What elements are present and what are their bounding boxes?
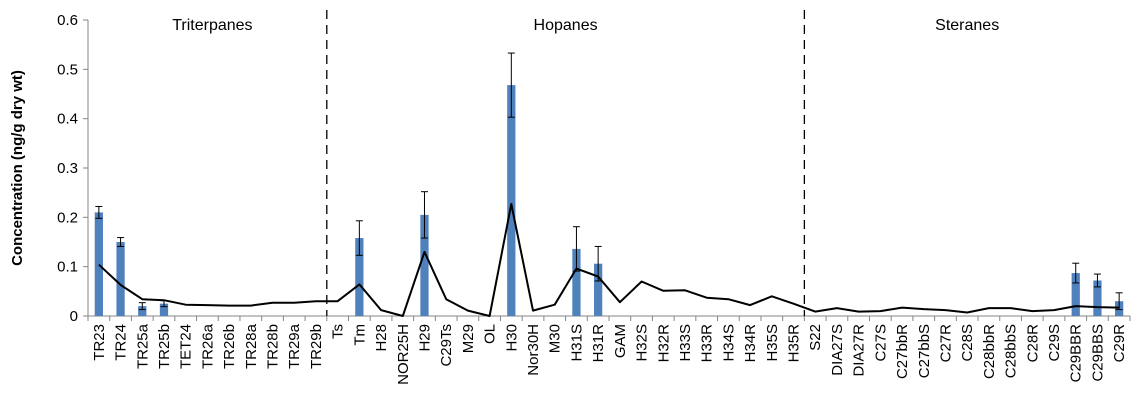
bar xyxy=(1093,280,1102,316)
x-tick-label: H34S xyxy=(720,324,737,362)
x-tick-label: M29 xyxy=(460,324,477,353)
x-tick-label: C28bbS xyxy=(1003,324,1020,378)
y-tick-label: 0.5 xyxy=(57,61,78,78)
section-label: Hopanes xyxy=(534,17,598,34)
x-tick-label: NOR25H xyxy=(395,324,412,385)
bar xyxy=(572,248,581,316)
x-tick-label: TR29b xyxy=(308,324,325,369)
x-tick-label: C28bbR xyxy=(981,324,998,379)
x-tick-label: H33R xyxy=(699,324,716,363)
x-tick-label: C29R xyxy=(1111,324,1128,363)
x-tick-label: Tm xyxy=(351,324,368,346)
section-label: Steranes xyxy=(935,17,999,34)
x-tick-label: C28S xyxy=(959,324,976,362)
x-tick-label: C28R xyxy=(1024,324,1041,363)
plot-area: 0 0.1 0.2 0.3 0.4 0.5 0.6 TR23 TR24 TR25a TR25b TET… xyxy=(57,10,1131,385)
x-tick-label: H35S xyxy=(764,324,781,362)
x-tick-label: C27bbR xyxy=(894,324,911,379)
x-tick-label: H30 xyxy=(503,324,520,352)
bar xyxy=(94,212,103,316)
series-line xyxy=(98,203,1120,317)
x-tick-label: S22 xyxy=(807,324,824,351)
x-tick-label: TR23 xyxy=(91,324,108,361)
x-tick-label: H29 xyxy=(416,324,433,352)
y-tick-label: 0 xyxy=(70,308,78,325)
x-tick-label: GAM xyxy=(612,324,629,358)
x-tick-label: TR26a xyxy=(199,323,216,369)
x-tick-label: H34R xyxy=(742,324,759,363)
bar xyxy=(1071,273,1080,316)
x-tick-label: TET24 xyxy=(178,324,195,369)
x-tick-label: TR28a xyxy=(243,323,260,369)
x-tick-label: DIA27R xyxy=(851,324,868,377)
y-tick-label: 0.6 xyxy=(57,12,78,29)
x-tick-label: DIA27S xyxy=(829,324,846,376)
y-axis-label: Concentration (ng/g dry wt) xyxy=(9,70,26,266)
y-tick-label: 0.3 xyxy=(57,160,78,177)
y-tick-label: 0.4 xyxy=(57,111,78,128)
x-tick-label: H33S xyxy=(677,324,694,362)
bar xyxy=(420,214,429,316)
y-tick-label: 0.1 xyxy=(57,259,78,276)
bar xyxy=(594,263,603,316)
x-tick-label: Nor30H xyxy=(525,324,542,376)
y-tick-label: 0.2 xyxy=(57,209,78,226)
x-tick-label: H28 xyxy=(373,324,390,352)
x-tick-label: TR25a xyxy=(134,323,151,369)
x-tick-label: H31R xyxy=(590,324,607,363)
x-tick-label: C29S xyxy=(1046,324,1063,362)
bar xyxy=(507,85,516,317)
x-tick-label: H32S xyxy=(634,324,651,362)
x-tick-label: TR29a xyxy=(286,323,303,369)
x-tick-label: TR26b xyxy=(221,324,238,369)
x-tick-label: Ts xyxy=(330,324,347,339)
x-tick-label: TR28b xyxy=(265,324,282,369)
bar xyxy=(138,306,147,316)
x-tick-label: C27S xyxy=(872,324,889,362)
x-tick-label: TR24 xyxy=(113,324,130,361)
x-tick-label: C27R xyxy=(937,324,954,363)
x-tick-label: OL xyxy=(482,324,499,344)
x-tick-label: H32R xyxy=(655,324,672,363)
x-tick-label: M30 xyxy=(547,324,564,353)
x-tick-label: C29BBS xyxy=(1089,324,1106,382)
x-tick-label: H35R xyxy=(786,324,803,363)
x-tick-label: TR25b xyxy=(156,324,173,369)
bar xyxy=(116,242,125,316)
x-tick-label: C27bbS xyxy=(916,324,933,378)
x-tick-label: C29BBR xyxy=(1068,324,1085,383)
x-tick-label: C29Ts xyxy=(438,324,455,367)
bar xyxy=(159,303,169,316)
bar xyxy=(355,238,364,316)
x-tick-label: H31S xyxy=(568,324,585,362)
section-label: Triterpanes xyxy=(172,17,252,34)
